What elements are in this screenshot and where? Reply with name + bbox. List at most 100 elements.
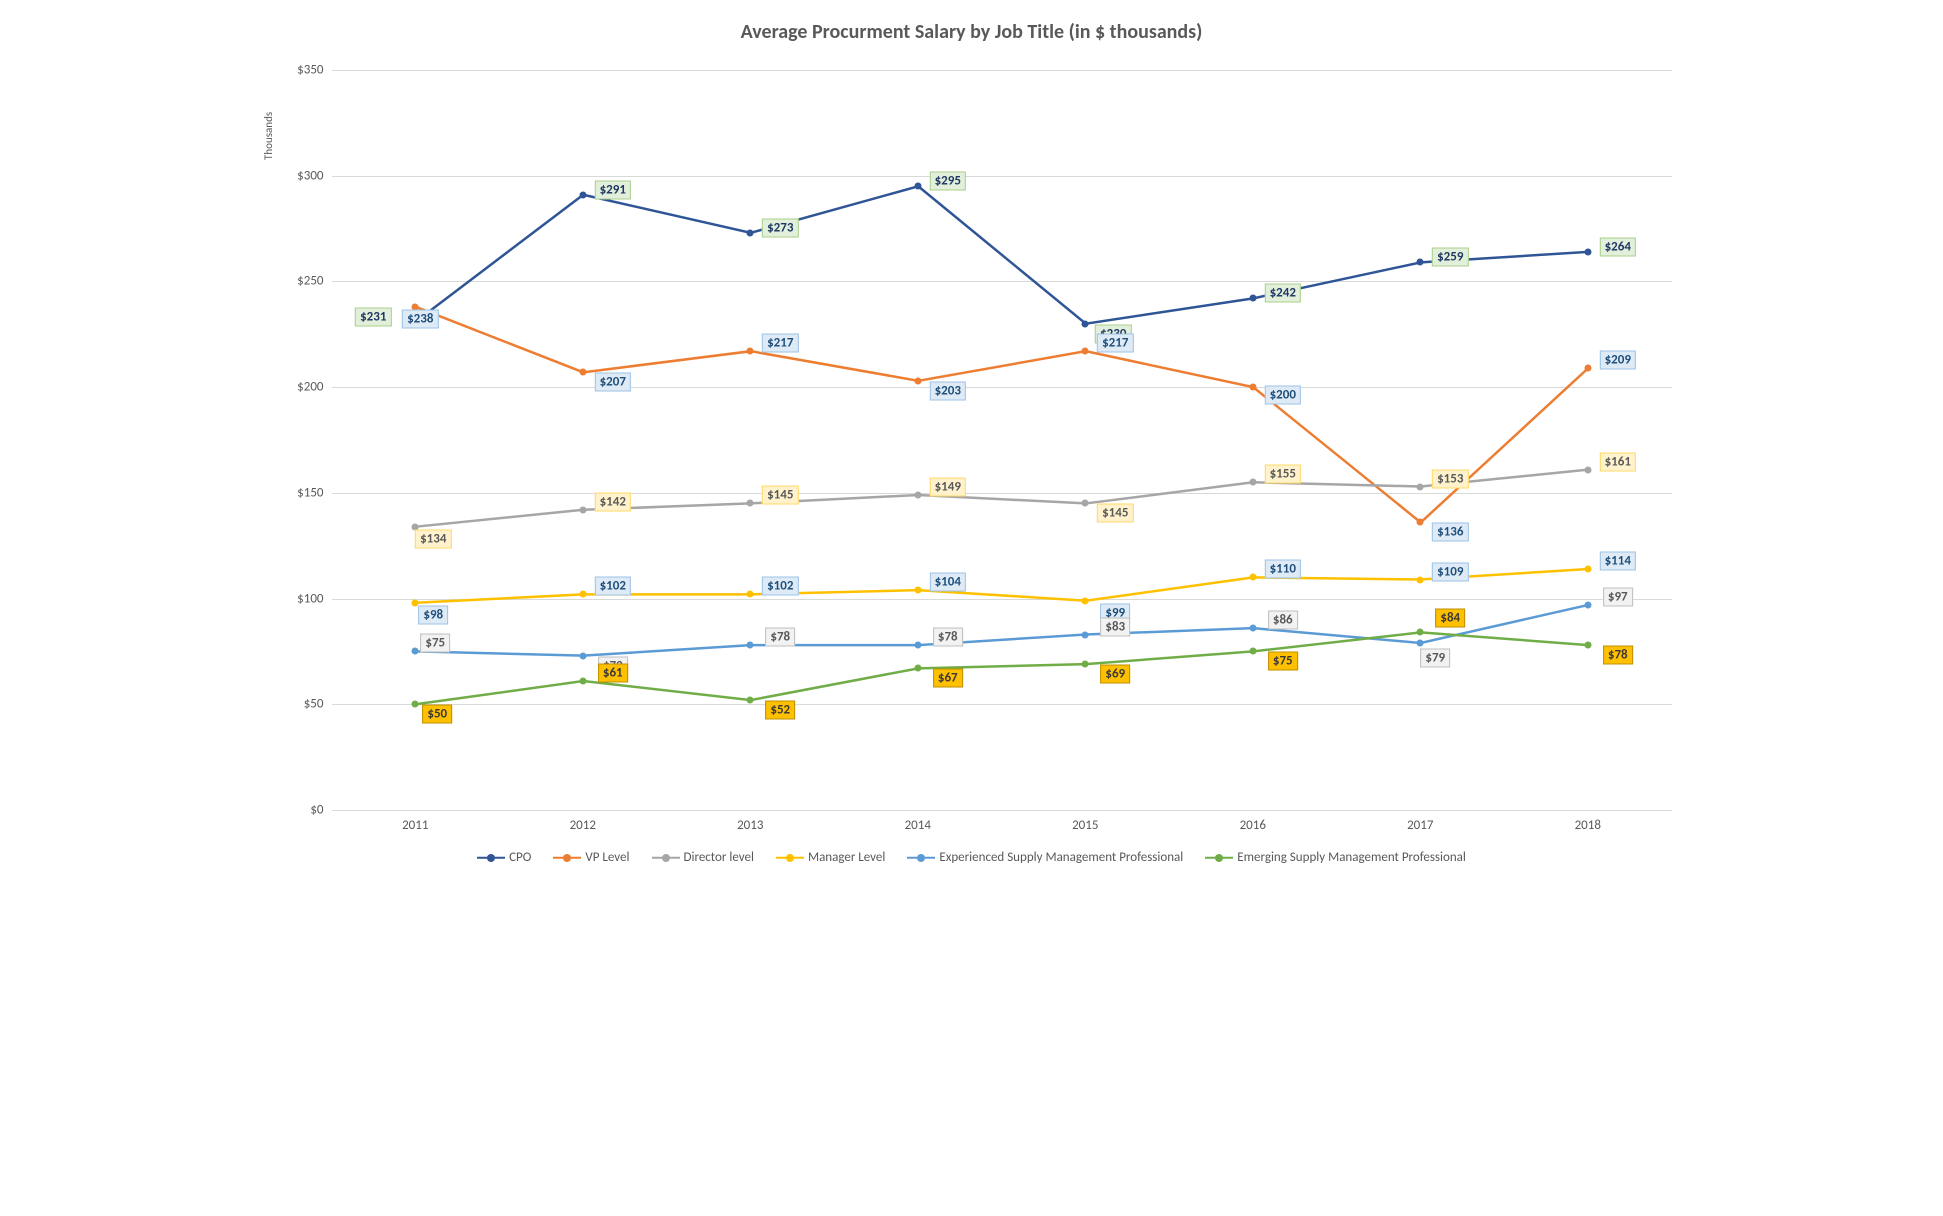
- legend-label: Manager Level: [808, 850, 885, 865]
- data-label: $207: [595, 373, 631, 392]
- gridline: [332, 704, 1672, 705]
- marker: [1249, 479, 1256, 486]
- marker: [1584, 565, 1591, 572]
- gridline: [332, 70, 1672, 71]
- marker: [579, 369, 586, 376]
- marker: [1082, 597, 1089, 604]
- marker: [1249, 574, 1256, 581]
- data-label: $78: [1603, 646, 1633, 665]
- y-tick-label: $200: [297, 380, 323, 395]
- legend-label: Emerging Supply Management Professional: [1237, 850, 1466, 865]
- series-line-experienced-supply-management-professional: [415, 605, 1588, 656]
- data-label: $295: [930, 172, 966, 191]
- marker: [1417, 629, 1424, 636]
- marker: [1584, 248, 1591, 255]
- data-label: $238: [402, 309, 438, 328]
- series-line-director-level: [415, 470, 1588, 527]
- marker: [914, 665, 921, 672]
- marker: [1417, 576, 1424, 583]
- x-tick-label: 2012: [570, 818, 596, 833]
- legend-label: CPO: [509, 850, 531, 865]
- data-label: $78: [765, 628, 795, 647]
- legend-item: CPO: [477, 850, 531, 865]
- marker: [1584, 466, 1591, 473]
- data-label: $264: [1600, 237, 1636, 256]
- y-tick-label: $250: [297, 274, 323, 289]
- x-tick-label: 2018: [1575, 818, 1601, 833]
- data-label: $114: [1600, 551, 1636, 570]
- x-tick-label: 2015: [1072, 818, 1098, 833]
- data-label: $231: [355, 307, 391, 326]
- data-label: $200: [1265, 386, 1301, 405]
- marker: [1417, 483, 1424, 490]
- data-label: $153: [1432, 469, 1468, 488]
- marker: [914, 587, 921, 594]
- series-line-cpo: [415, 186, 1588, 323]
- x-tick-label: 2011: [402, 818, 428, 833]
- data-label: $98: [418, 605, 448, 624]
- data-label: $83: [1100, 617, 1130, 636]
- marker: [914, 183, 921, 190]
- marker: [1249, 648, 1256, 655]
- data-label: $145: [762, 486, 798, 505]
- marker: [1082, 631, 1089, 638]
- marker: [747, 642, 754, 649]
- gridline: [332, 176, 1672, 177]
- data-label: $69: [1100, 665, 1130, 684]
- marker: [1417, 639, 1424, 646]
- data-label: $102: [595, 577, 631, 596]
- legend-swatch: [776, 852, 804, 864]
- marker: [914, 377, 921, 384]
- data-label: $142: [595, 492, 631, 511]
- series-lines: [332, 70, 1672, 810]
- marker: [1584, 365, 1591, 372]
- data-label: $203: [930, 381, 966, 400]
- chart-legend: CPO VP Level Director level Manager Level Ex…: [242, 850, 1702, 865]
- salary-line-chart: Average Procurment Salary by Job Title (…: [242, 20, 1702, 900]
- marker: [1249, 295, 1256, 302]
- x-tick-label: 2014: [905, 818, 931, 833]
- gridline: [332, 387, 1672, 388]
- legend-swatch: [652, 852, 680, 864]
- gridline: [332, 599, 1672, 600]
- data-label: $217: [1097, 334, 1133, 353]
- data-label: $110: [1265, 560, 1301, 579]
- marker: [1417, 519, 1424, 526]
- marker: [914, 491, 921, 498]
- marker: [1082, 320, 1089, 327]
- marker: [747, 697, 754, 704]
- legend-item: Director level: [652, 850, 754, 865]
- legend-swatch: [477, 852, 505, 864]
- y-tick-label: $100: [297, 591, 323, 606]
- marker: [914, 642, 921, 649]
- legend-swatch: [1205, 852, 1233, 864]
- series-line-vp-level: [415, 307, 1588, 523]
- data-label: $259: [1432, 248, 1468, 267]
- y-axis-secondary-label: Thousands: [262, 112, 275, 160]
- legend-label: VP Level: [585, 850, 629, 865]
- data-label: $75: [1268, 652, 1298, 671]
- data-label: $273: [762, 218, 798, 237]
- data-label: $134: [415, 529, 451, 548]
- legend-label: Experienced Supply Management Profession…: [939, 850, 1183, 865]
- marker: [579, 591, 586, 598]
- marker: [412, 648, 419, 655]
- marker: [1082, 348, 1089, 355]
- marker: [747, 229, 754, 236]
- data-label: $97: [1603, 587, 1633, 606]
- legend-item: VP Level: [553, 850, 629, 865]
- data-label: $209: [1600, 351, 1636, 370]
- marker: [412, 701, 419, 708]
- data-label: $84: [1435, 609, 1465, 628]
- marker: [747, 500, 754, 507]
- data-label: $67: [933, 669, 963, 688]
- data-label: $102: [762, 577, 798, 596]
- data-label: $217: [762, 334, 798, 353]
- data-label: $52: [765, 701, 795, 720]
- marker: [579, 506, 586, 513]
- marker: [1584, 601, 1591, 608]
- data-label: $145: [1097, 504, 1133, 523]
- legend-swatch: [907, 852, 935, 864]
- marker: [579, 191, 586, 198]
- x-tick-label: 2013: [737, 818, 763, 833]
